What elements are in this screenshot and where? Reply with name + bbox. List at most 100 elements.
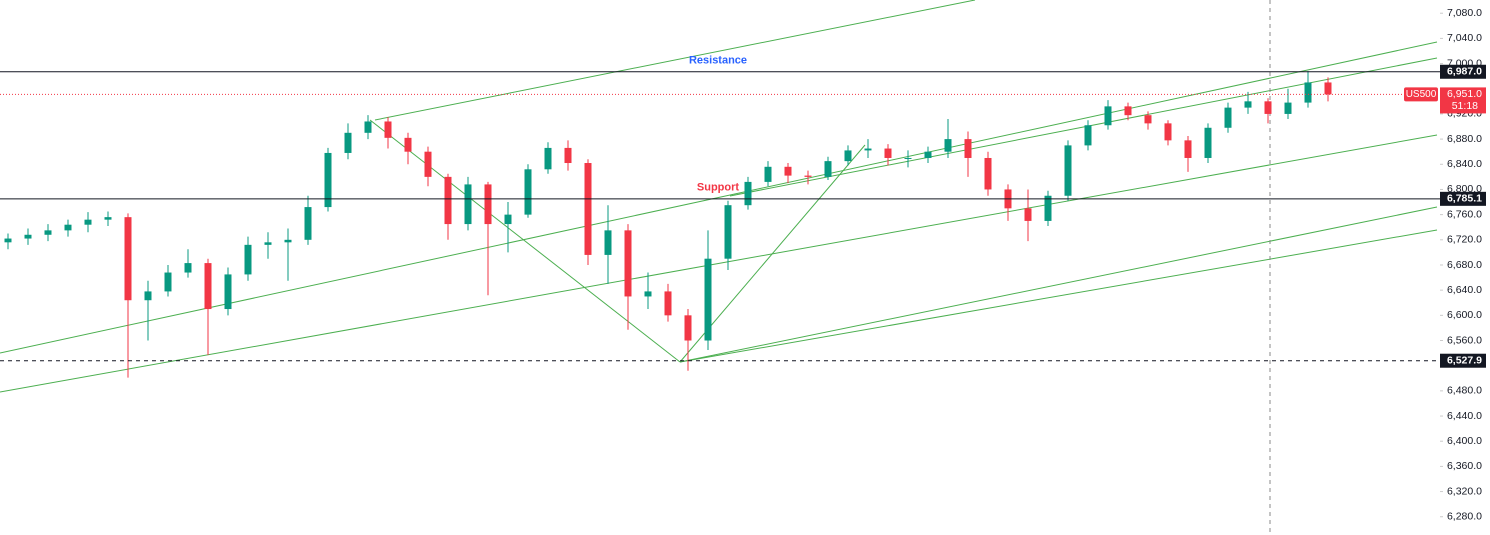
candle-body [404,137,412,152]
level-tag [1440,191,1486,206]
candle-body [1204,127,1212,158]
candle-body [1264,101,1272,114]
y-tick-label: 6,400.0 [1447,435,1482,447]
y-tick-label: 6,600.0 [1447,309,1482,321]
level-tag [1440,353,1486,368]
price-tag [1440,87,1486,114]
y-tick-label: 6,280.0 [1447,511,1482,523]
candle-body [884,148,892,158]
candle-body [824,161,832,177]
candle-body [1184,140,1192,158]
candle-body [24,234,32,239]
candle-body [1304,82,1312,103]
candle-body [724,205,732,259]
candle-body [924,151,932,158]
candle-body [104,217,112,220]
candle-body [4,238,12,243]
y-tick-label: 6,760.0 [1447,208,1482,220]
y-tick-label: 6,560.0 [1447,334,1482,346]
y-tick-label: 6,680.0 [1447,259,1482,271]
level-label: 6,987.0 [1447,66,1482,78]
y-tick-label: 6,440.0 [1447,410,1482,422]
candle-body [1284,102,1292,114]
candle-body [984,157,992,190]
candle-body [644,291,652,297]
symbol-tag [1404,87,1438,102]
candle-body [964,139,972,158]
y-tick-label: 7,080.0 [1447,7,1482,19]
candle-body [524,169,532,215]
candle-body [44,230,52,235]
candle-body [1084,125,1092,146]
candle-body [604,230,612,255]
candle-body [1064,145,1072,196]
candle-body [624,230,632,297]
candle-body [264,242,272,245]
level-label: 6,785.1 [1447,193,1482,205]
candle-body [1144,115,1152,124]
candle-body [664,291,672,316]
candle-body [204,263,212,310]
symbol-label: US500 [1406,89,1437,100]
candle-body [244,244,252,275]
countdown-label: 51:18 [1452,100,1478,112]
candle-body [304,207,312,240]
trend-line [729,57,1438,197]
y-tick-label: 6,840.0 [1447,158,1482,170]
trend-line [679,206,1438,363]
candle-body [464,184,472,225]
y-tick-label: 6,480.0 [1447,385,1482,397]
candle-body [1024,208,1032,221]
trend-line [0,134,1438,393]
candle-body [344,132,352,153]
candle-body [64,224,72,231]
candle-body [444,176,452,225]
candle-body [844,150,852,162]
candle-body [764,166,772,182]
candle-body [1124,106,1132,116]
level-tag [1440,64,1486,79]
trend-line [0,41,1438,354]
trend-line [374,0,976,121]
candle-body [324,152,332,208]
y-tick-label: 6,720.0 [1447,234,1482,246]
candle-body [1324,82,1332,95]
candle-body [544,147,552,170]
candle-body [804,175,812,177]
y-tick-label: 6,640.0 [1447,284,1482,296]
candle-body [784,166,792,176]
y-tick-label: 7,040.0 [1447,32,1482,44]
candle-body [504,214,512,225]
candle-body [164,272,172,292]
annotation: Support [697,182,739,194]
annotation: Resistance [689,55,747,67]
candle-body [224,274,232,310]
candle-body [584,163,592,255]
candle-body [484,184,492,225]
y-tick-label: 6,360.0 [1447,460,1482,472]
candle-body [684,315,692,341]
candle-body [184,263,192,273]
candle-body [284,239,292,243]
y-tick-label: 6,880.0 [1447,133,1482,145]
level-label: 6,527.9 [1447,354,1482,366]
candle-body [144,291,152,301]
trend-line [369,119,681,363]
candle-body [124,217,132,301]
candle-body [904,157,912,159]
y-tick-label: 6,320.0 [1447,485,1482,497]
candle-body [864,148,872,151]
candle-body [944,139,952,152]
candle-body [744,181,752,206]
candle-body [424,151,432,177]
candle-body [1244,101,1252,108]
candle-body [84,219,92,225]
price-label: 6,951.0 [1447,88,1482,100]
trend-line [679,229,1438,363]
candle-body [1104,106,1112,126]
candle-body [1164,123,1172,141]
candle-body [384,121,392,138]
candle-body [364,121,372,133]
